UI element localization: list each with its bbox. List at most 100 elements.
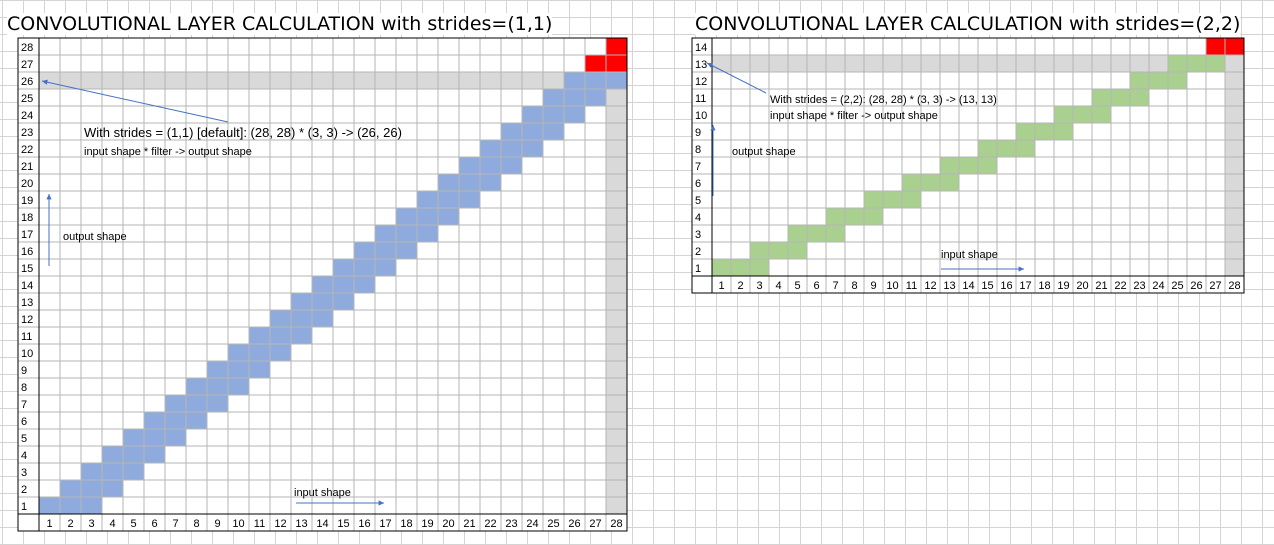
left-column-label: 2 [67,518,73,530]
right-formula-arrow-head [707,63,713,68]
right-filter-cell [749,241,770,260]
left-row-label: 6 [21,416,27,428]
left-column-label: 22 [484,518,496,530]
right-filter-cell [1205,54,1226,73]
right-filter-cell [768,241,789,260]
left-column-label: 8 [193,518,199,530]
right-column-label: 9 [870,280,876,292]
right-column-label: 12 [924,280,936,292]
right-filter-cell [901,173,922,192]
left-output-arrow-head [46,194,52,200]
right-column-label: 7 [832,280,838,292]
right-filter-cell [1110,88,1131,107]
left-row-label: 2 [21,484,27,496]
right-column-label: 23 [1133,280,1145,292]
right-overlap-col [1225,55,1244,276]
right-column-label: 22 [1114,280,1126,292]
right-grid-border [691,37,1245,294]
right-row-label: 12 [695,76,707,88]
right-filter-cell [825,224,846,243]
left-formula: With strides = (1,1) [default]: (28, 28)… [84,125,402,140]
right-output-arrow-head [710,125,716,131]
right-column-label: 18 [1038,280,1050,292]
right-filter-cell [1091,88,1112,107]
right-formula-caption: input shape * filter -> output shape [770,110,938,122]
right-filter-cell [730,258,751,277]
left-row-label: 23 [21,127,33,139]
right-row-label: 14 [695,42,707,54]
left-row-label: 21 [21,161,33,173]
left-column-label: 21 [463,518,475,530]
left-output-shape-label: output shape [63,231,127,243]
right-filter-cell [996,139,1017,158]
right-column-label: 13 [943,280,955,292]
left-formula-caption: input shape * filter -> output shape [84,146,252,158]
right-column-label: 5 [794,280,800,292]
right-column-label: 25 [1171,280,1183,292]
right-row-label: 3 [695,229,701,241]
left-row-label: 13 [21,297,33,309]
left-column-label: 27 [589,518,601,530]
left-row-label: 3 [21,467,27,479]
right-filter-cell [1148,71,1169,90]
left-row-label: 17 [21,229,33,241]
right-row-label: 8 [695,144,701,156]
right-output-shape-label: output shape [732,146,796,158]
right-filter-cell [863,207,884,226]
right-column-label: 21 [1095,280,1107,292]
left-column-label: 3 [88,518,94,530]
right-filter-cell [920,173,941,192]
right-column-label: 1 [718,280,724,292]
right-row-label: 6 [695,178,701,190]
left-column-label: 19 [421,518,433,530]
right-filter-cell [977,156,998,175]
right-filter-cell [882,190,903,209]
right-filter-cell [844,207,865,226]
right-filter-cell [787,241,808,260]
left-column-label: 9 [214,518,220,530]
left-row-label: 20 [21,178,33,190]
left-row-label: 15 [21,263,33,275]
right-filter-cell [939,173,960,192]
right-row-label: 5 [695,195,701,207]
right-row-label: 10 [695,110,707,122]
right-column-label: 4 [775,280,781,292]
right-row-label: 11 [695,93,706,105]
left-row-label: 10 [21,348,33,360]
right-column-label: 11 [906,280,917,292]
right-filter-cell [806,224,827,243]
right-column-label: 20 [1076,280,1088,292]
left-column-label: 13 [295,518,307,530]
right-filter-cell [863,190,884,209]
right-filter-cell [958,156,979,175]
right-filter-cell [1015,122,1036,141]
left-column-label: 18 [400,518,412,530]
right-column-label: 6 [813,280,819,292]
left-column-label: 11 [254,518,265,530]
right-formula-arrow [706,62,767,94]
left-row-label: 11 [21,331,32,343]
left-row-label: 28 [21,42,33,54]
right-column-label: 19 [1057,280,1069,292]
right-column-label: 10 [886,280,898,292]
right-kernel-cell [1205,37,1226,56]
right-filter-cell [787,224,808,243]
right-filter-cell [1034,122,1055,141]
left-input-shape-label: input shape [294,487,351,499]
right-column-label: 14 [962,280,974,292]
left-row-label: 24 [21,110,33,122]
left-column-label: 26 [568,518,580,530]
left-row-label: 27 [21,59,33,71]
right-filter-cell [1167,54,1188,73]
left-row-label: 4 [21,450,27,462]
right-column-label: 26 [1190,280,1202,292]
right-column-label: 17 [1019,280,1031,292]
left-row-label: 9 [21,365,27,377]
left-column-label: 15 [337,518,349,530]
right-filter-cell [1167,71,1188,90]
right-row-label: 9 [695,127,701,139]
right-column-label: 15 [981,280,993,292]
right-column-label: 8 [851,280,857,292]
left-column-label: 4 [109,518,115,530]
right-filter-cell [977,139,998,158]
